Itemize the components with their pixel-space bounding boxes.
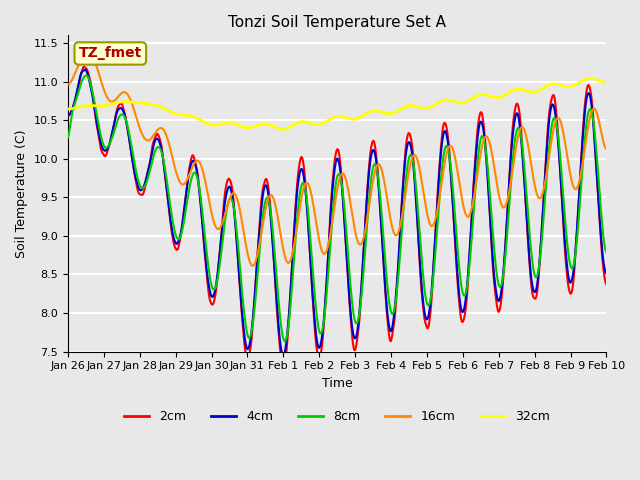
16cm: [404, 174, 412, 180]
4cm: [280, 353, 287, 359]
16cm: [420, 191, 428, 196]
32cm: [419, 105, 427, 111]
16cm: [130, 106, 138, 112]
8cm: [64, 134, 72, 140]
32cm: [129, 99, 137, 105]
Line: 16cm: 16cm: [68, 54, 607, 266]
32cm: [64, 106, 72, 112]
2cm: [280, 363, 287, 369]
X-axis label: Time: Time: [322, 377, 353, 390]
Legend: 2cm, 4cm, 8cm, 16cm, 32cm: 2cm, 4cm, 8cm, 16cm, 32cm: [119, 405, 555, 428]
2cm: [213, 280, 221, 286]
8cm: [603, 250, 611, 255]
4cm: [185, 174, 193, 180]
32cm: [603, 79, 611, 85]
16cm: [64, 82, 72, 87]
2cm: [603, 281, 611, 287]
2cm: [185, 171, 193, 177]
32cm: [279, 126, 287, 132]
8cm: [74, 92, 81, 97]
16cm: [74, 64, 81, 70]
2cm: [74, 88, 81, 94]
4cm: [603, 271, 611, 276]
16cm: [249, 263, 257, 269]
16cm: [603, 146, 611, 152]
Line: 2cm: 2cm: [68, 67, 607, 366]
8cm: [130, 156, 138, 162]
4cm: [74, 85, 81, 91]
32cm: [184, 113, 191, 119]
2cm: [404, 132, 412, 137]
32cm: [74, 105, 81, 110]
4cm: [213, 276, 221, 281]
8cm: [82, 72, 90, 78]
Title: Tonzi Soil Temperature Set A: Tonzi Soil Temperature Set A: [228, 15, 446, 30]
32cm: [212, 122, 220, 128]
8cm: [281, 338, 289, 344]
8cm: [213, 279, 221, 285]
16cm: [213, 226, 221, 231]
2cm: [64, 113, 72, 119]
2cm: [81, 64, 88, 70]
8cm: [404, 160, 412, 166]
32cm: [586, 75, 594, 81]
Y-axis label: Soil Temperature (C): Soil Temperature (C): [15, 129, 28, 258]
16cm: [84, 51, 92, 57]
Line: 32cm: 32cm: [68, 78, 607, 129]
4cm: [81, 67, 89, 73]
4cm: [64, 113, 72, 119]
8cm: [420, 278, 428, 284]
4cm: [420, 304, 428, 310]
8cm: [185, 191, 193, 196]
2cm: [420, 310, 428, 315]
4cm: [404, 141, 412, 146]
Text: TZ_fmet: TZ_fmet: [79, 47, 142, 60]
16cm: [185, 174, 193, 180]
4cm: [130, 166, 138, 171]
Line: 8cm: 8cm: [68, 75, 607, 341]
2cm: [130, 167, 138, 172]
Line: 4cm: 4cm: [68, 70, 607, 356]
32cm: [403, 103, 411, 109]
